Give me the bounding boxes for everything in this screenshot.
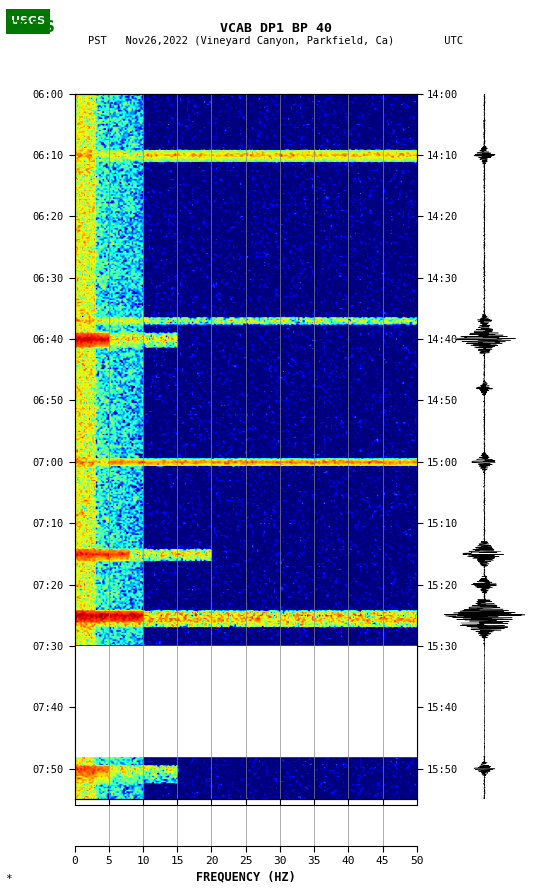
Text: USGS: USGS xyxy=(10,16,45,27)
Text: VCAB DP1 BP 40: VCAB DP1 BP 40 xyxy=(220,22,332,36)
X-axis label: FREQUENCY (HZ): FREQUENCY (HZ) xyxy=(196,871,295,883)
Text: USGS: USGS xyxy=(8,20,55,35)
Text: PST   Nov26,2022 (Vineyard Canyon, Parkfield, Ca)        UTC: PST Nov26,2022 (Vineyard Canyon, Parkfie… xyxy=(88,36,464,46)
Text: *: * xyxy=(6,874,12,884)
